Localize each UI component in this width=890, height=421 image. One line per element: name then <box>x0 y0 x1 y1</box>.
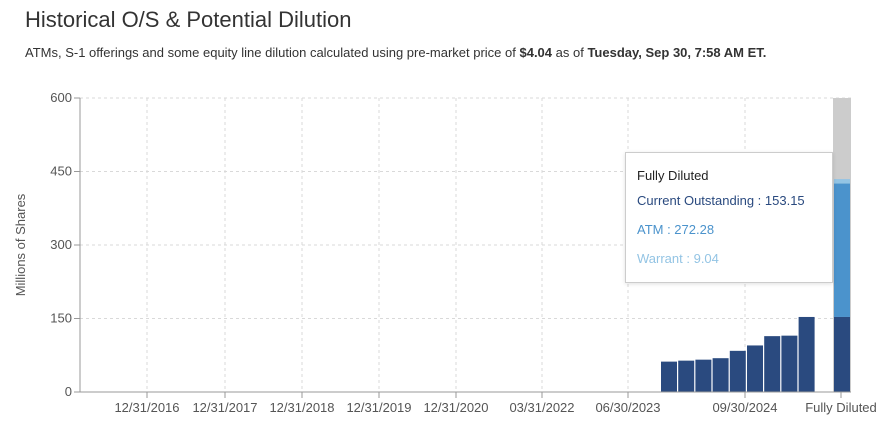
bar <box>764 336 781 392</box>
tooltip-row-current-outstanding: Current Outstanding : 153.15 <box>637 193 805 208</box>
tooltip-row-atm: ATM : 272.28 <box>637 222 715 237</box>
x-tick-label: 12/31/2020 <box>423 400 488 415</box>
y-tick-label: 150 <box>50 311 72 326</box>
x-tick-label: 12/31/2017 <box>192 400 257 415</box>
bar <box>661 361 677 392</box>
bar <box>678 360 695 392</box>
x-tick-label: 12/31/2018 <box>269 400 334 415</box>
stacked-bar-segment <box>834 179 850 184</box>
chart-bars <box>661 98 851 392</box>
bar <box>798 316 815 392</box>
bar <box>712 358 729 392</box>
bar <box>747 345 763 392</box>
x-tick-label: 09/30/2024 <box>712 400 777 415</box>
chart-axes: 0 150 300 450 600 12/31/2016 12/31/2017 12/31/2… <box>50 90 876 415</box>
chart-title: Historical O/S & Potential Dilution <box>25 7 352 32</box>
bar <box>781 335 798 392</box>
chart-subtitle: ATMs, S-1 offerings and some equity line… <box>25 45 766 60</box>
subtitle-datetime: Tuesday, Sep 30, 7:58 AM ET. <box>587 45 767 60</box>
subtitle-price: $4.04 <box>519 45 553 60</box>
tooltip-title: Fully Diluted <box>637 168 709 183</box>
tooltip: Fully Diluted Current Outstanding : 153.… <box>625 152 833 283</box>
stacked-bar-segment <box>834 316 850 392</box>
y-tick-label: 0 <box>65 384 72 399</box>
stacked-bar-segment <box>834 183 850 317</box>
y-tick-label: 450 <box>50 164 72 179</box>
y-tick-label: 600 <box>50 90 72 105</box>
x-tick-label: 03/31/2022 <box>509 400 574 415</box>
bar <box>729 350 746 392</box>
x-tick-label: 12/31/2016 <box>114 400 179 415</box>
x-tick-label: Fully Diluted <box>805 400 877 415</box>
tooltip-row-warrant: Warrant : 9.04 <box>637 251 719 266</box>
y-axis-label: Millions of Shares <box>13 193 28 296</box>
y-tick-label: 300 <box>50 237 72 252</box>
x-tick-label: 06/30/2023 <box>595 400 660 415</box>
bar <box>695 359 712 392</box>
subtitle-prefix: ATMs, S-1 offerings and some equity line… <box>25 45 520 60</box>
subtitle-mid: as of <box>552 45 588 60</box>
x-tick-label: 12/31/2019 <box>346 400 411 415</box>
